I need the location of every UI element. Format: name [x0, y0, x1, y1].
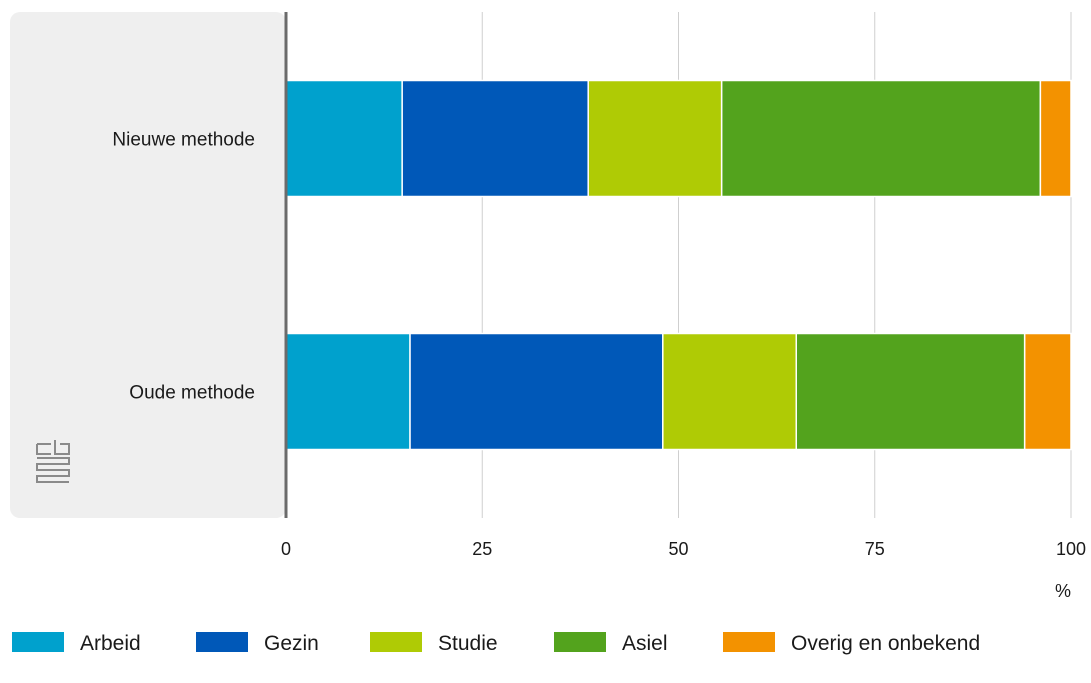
bar-segment-overig-en-onbekend: [1023, 332, 1072, 451]
x-tick-label: 75: [865, 539, 885, 559]
bar-segment-arbeid: [285, 79, 403, 198]
legend-swatch: [12, 632, 64, 652]
legend-swatch: [370, 632, 422, 652]
bar-segment-gezin: [409, 332, 664, 451]
bar-segment-studie: [587, 79, 723, 198]
x-tick-labels: 0 25 50 75 100: [281, 539, 1086, 559]
cbs-logo-icon: [36, 440, 70, 483]
bar-segment-overig-en-onbekend: [1039, 79, 1072, 198]
legend-label: Arbeid: [80, 632, 141, 655]
bar-segment-gezin: [401, 79, 589, 198]
legend-label: Overig en onbekend: [791, 632, 980, 655]
x-tick-label: 25: [472, 539, 492, 559]
category-labels: Nieuwe methode Oude methode: [112, 130, 255, 404]
bar-segment-arbeid: [285, 332, 411, 451]
x-tick-label: 0: [281, 539, 291, 559]
legend-label: Asiel: [622, 632, 668, 655]
x-tick-label: 100: [1056, 539, 1086, 559]
bar-segment-asiel: [720, 79, 1042, 198]
legend-swatch: [196, 632, 248, 652]
legend-label: Gezin: [264, 632, 319, 655]
x-tick-label: 50: [668, 539, 688, 559]
legend-swatch: [554, 632, 606, 652]
x-axis-unit-label: %: [1055, 581, 1071, 601]
bars: [285, 79, 1072, 451]
legend-label: Studie: [438, 632, 498, 655]
category-panel: [10, 12, 286, 518]
bar-segment-asiel: [795, 332, 1026, 451]
bar-segment-studie: [662, 332, 797, 451]
legend-swatch: [723, 632, 775, 652]
category-label: Nieuwe methode: [112, 130, 255, 151]
legend: Arbeid Gezin Studie Asiel Overig en onbekend: [12, 632, 980, 655]
category-label: Oude methode: [129, 383, 255, 404]
